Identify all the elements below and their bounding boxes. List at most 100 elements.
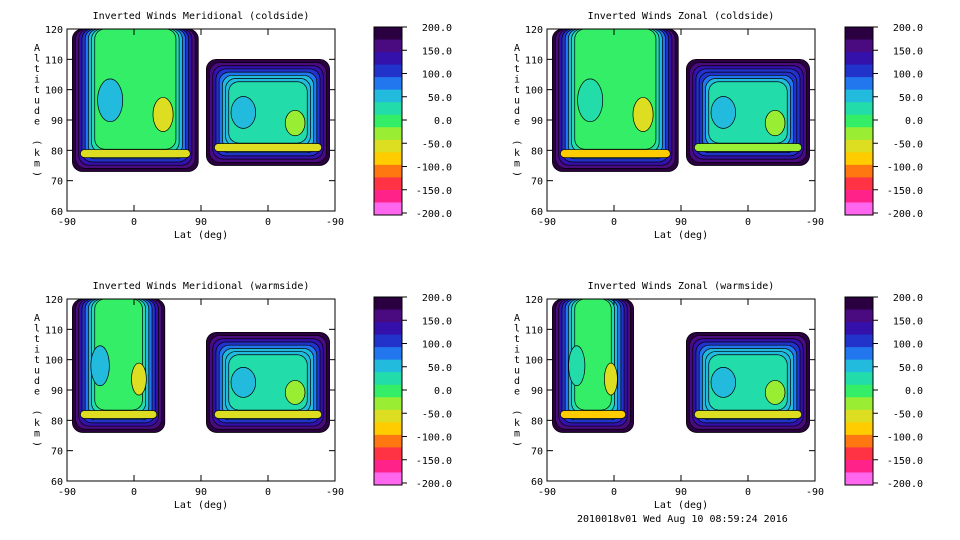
colorbar-swatch [374,434,402,448]
svg-text:i: i [514,75,520,86]
colorbar-label: -50.0 [893,409,923,420]
colorbar-frame [373,296,403,486]
colorbar-label: -100.0 [887,163,923,174]
contour-feature [131,362,147,396]
svg-text:d: d [514,106,520,117]
x-tick-label: 0 [745,217,751,228]
colorbar-swatch [374,202,402,216]
y-tick-label: 120 [45,25,63,36]
colorbar-swatch [845,409,873,423]
colorbar-label: -100.0 [887,433,923,444]
svg-text:t: t [34,355,40,366]
svg-text:): ) [31,441,42,447]
footer-timestamp: 2010018v01 Wed Aug 10 08:59:24 2016 [577,514,788,525]
colorbar-swatch [374,27,402,41]
y-tick-label: 100 [525,356,543,367]
contour-feature [710,96,737,129]
svg-text:i: i [34,75,40,86]
colorbar-swatch [374,139,402,153]
colorbar-label: 0.0 [434,116,452,127]
x-tick-label: 0 [611,487,617,498]
x-axis-label: Lat (deg) [654,230,708,241]
chart-panel-2: Inverted Winds Zonal (coldside) -90 0 90 0 -9… [511,11,923,241]
svg-text:l: l [34,54,40,65]
colorbar-swatch [374,114,402,128]
colorbar-swatch [374,334,402,348]
x-tick-label: -90 [326,217,344,228]
colorbar-label: -150.0 [416,456,452,467]
svg-text:): ) [511,441,522,447]
colorbar-swatch [845,459,873,473]
y-tick-label: 100 [45,86,63,97]
colorbar-swatch [374,77,402,91]
y-tick-label: 90 [51,386,63,397]
colorbar-label: -150.0 [887,456,923,467]
colorbar-label: 150.0 [893,316,923,327]
svg-text:k: k [34,148,40,159]
colorbar-label: 50.0 [428,363,452,374]
colorbar-label: -200.0 [416,209,452,220]
svg-text:(: ( [511,409,522,415]
y-tick-label: 120 [525,25,543,36]
x-axis-label: Lat (deg) [654,500,708,511]
svg-text:l: l [514,324,520,335]
y-tick-label: 90 [51,116,63,127]
colorbar-swatch [845,27,873,41]
colorbar-label: 0.0 [905,116,923,127]
svg-text:m: m [34,429,40,440]
svg-text:t: t [514,85,520,96]
contour-feature [284,109,306,137]
svg-text:i: i [34,345,40,356]
contour-feature [152,97,174,132]
y-tick-label: 110 [525,55,543,66]
plot-area [72,299,330,433]
y-tick-label: 80 [51,146,63,157]
colorbar-swatch [374,189,402,203]
colorbar-label: 50.0 [899,93,923,104]
plot-area [72,29,330,172]
colorbar-label: -50.0 [422,409,452,420]
svg-text:m: m [514,429,520,440]
colorbar-swatch [374,64,402,78]
x-tick-label: -90 [538,487,556,498]
svg-text:A: A [34,313,40,324]
y-tick-label: 60 [51,477,63,488]
y-tick-label: 80 [531,146,543,157]
svg-text:i: i [514,345,520,356]
x-tick-label: 90 [675,217,687,228]
colorbar-label: 200.0 [422,293,452,304]
svg-text:u: u [34,96,40,107]
contour-feature [604,362,618,396]
colorbar-swatch [845,434,873,448]
plot-area [552,29,810,172]
x-tick-label: -90 [806,487,824,498]
colorbar-label: -50.0 [893,139,923,150]
colorbar-swatch [845,384,873,398]
svg-text:k: k [514,148,520,159]
x-tick-label: 0 [611,217,617,228]
svg-text:d: d [514,376,520,387]
contour-feature [80,149,191,158]
x-tick-label: -90 [58,487,76,498]
colorbar-label: 100.0 [893,340,923,351]
colorbar-label: 150.0 [422,316,452,327]
y-tick-label: 70 [51,447,63,458]
svg-text:m: m [34,159,40,170]
contour-feature [284,380,306,405]
colorbar-label: 100.0 [893,70,923,81]
colorbar: 200.0 150.0 100.0 50.0 0.0 -50.0 -100.0 -150.0 -… [844,23,923,220]
y-tick-label: 100 [45,356,63,367]
contour-feature [560,410,627,419]
chart-panel-3: Inverted Winds Meridional (warmside) -90 0… [31,281,452,511]
contour-feature [710,367,737,398]
y-tick-label: 110 [45,55,63,66]
colorbar-label: 100.0 [422,70,452,81]
colorbar-swatch [374,102,402,116]
contour-feature [577,78,604,123]
svg-text:t: t [514,355,520,366]
svg-text:(: ( [31,139,42,145]
colorbar-label: -200.0 [416,479,452,490]
colorbar-frame [373,26,403,216]
colorbar-label: 50.0 [899,363,923,374]
